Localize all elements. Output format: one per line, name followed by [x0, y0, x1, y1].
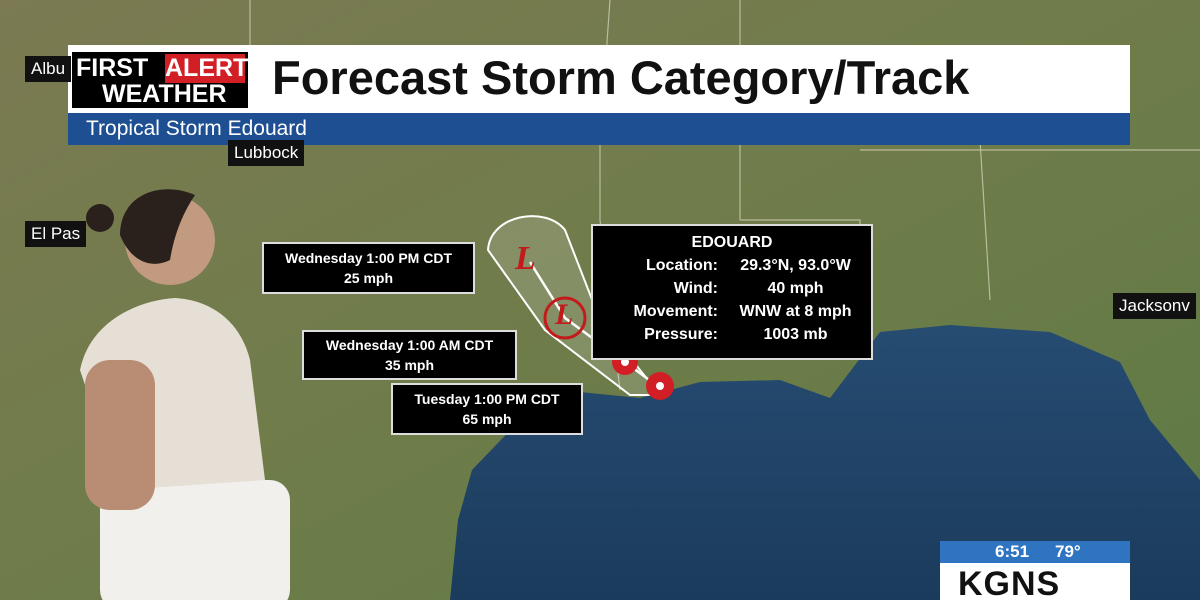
title: Forecast Storm Category/Track — [272, 51, 970, 104]
temperature: 79° — [1055, 542, 1081, 561]
storm-name: EDOUARD — [691, 234, 773, 251]
storm-info: EDOUARD Location: 29.3°N, 93.0°W Wind: 40 … — [591, 224, 873, 360]
logo-first: FIRST — [76, 54, 149, 82]
hurricane-eyes — [621, 358, 664, 390]
forecast-wind: 25 mph — [343, 270, 393, 286]
forecast-time: Tuesday 1:00 PM CDT — [414, 391, 560, 407]
logo-weather: WEATHER — [102, 80, 227, 108]
info-key: Pressure: — [644, 326, 718, 343]
station-bug: KGNS — [940, 563, 1130, 600]
info-key: Movement: — [633, 303, 718, 320]
time-temp-bar: 6:51 79° — [940, 541, 1130, 563]
low-symbol: L — [515, 240, 536, 277]
info-key: Location: — [646, 257, 718, 274]
info-row: Location: 29.3°N, 93.0°W — [603, 254, 861, 277]
info-value: 29.3°N, 93.0°W — [740, 257, 851, 274]
city-label: Albu — [25, 56, 72, 82]
track-ring — [543, 296, 587, 340]
forecast-time: Wednesday 1:00 PM CDT — [284, 250, 452, 266]
forecast-wind: 35 mph — [384, 357, 434, 373]
station-logo: KGNS — [958, 565, 1061, 600]
info-row: Wind: 40 mph — [603, 277, 861, 300]
forecast-time: Wednesday 1:00 AM CDT — [325, 337, 494, 353]
subtitle: Tropical Storm Edouard — [86, 117, 307, 140]
info-key: Wind: — [673, 280, 718, 297]
city-label: El Pas — [25, 221, 87, 247]
info-row: Pressure: 1003 mb — [603, 323, 861, 346]
logo: FIRST ALERT WEATHER — [72, 52, 248, 108]
gulf-water — [450, 325, 1200, 600]
city-label: Lubbock — [228, 140, 305, 166]
forecast-box: Wednesday 1:00 AM CDT 35 mph — [302, 330, 517, 380]
city-label: Jacksonv — [1113, 293, 1196, 319]
forecast-box: Tuesday 1:00 PM CDT 65 mph — [391, 383, 583, 435]
low-symbol: L — [555, 298, 574, 331]
forecast-box: Wednesday 1:00 PM CDT 25 mph — [262, 242, 475, 294]
info-value: WNW at 8 mph — [739, 303, 852, 320]
presenter — [80, 189, 290, 600]
info-row: Movement: WNW at 8 mph — [603, 300, 861, 323]
info-value: 40 mph — [767, 280, 824, 297]
info-value: 1003 mb — [763, 326, 828, 343]
forecast-wind: 65 mph — [462, 411, 512, 427]
logo-alert: ALERT — [165, 54, 249, 83]
subtitle-bar — [68, 113, 1130, 145]
clock: 6:51 — [995, 542, 1030, 561]
